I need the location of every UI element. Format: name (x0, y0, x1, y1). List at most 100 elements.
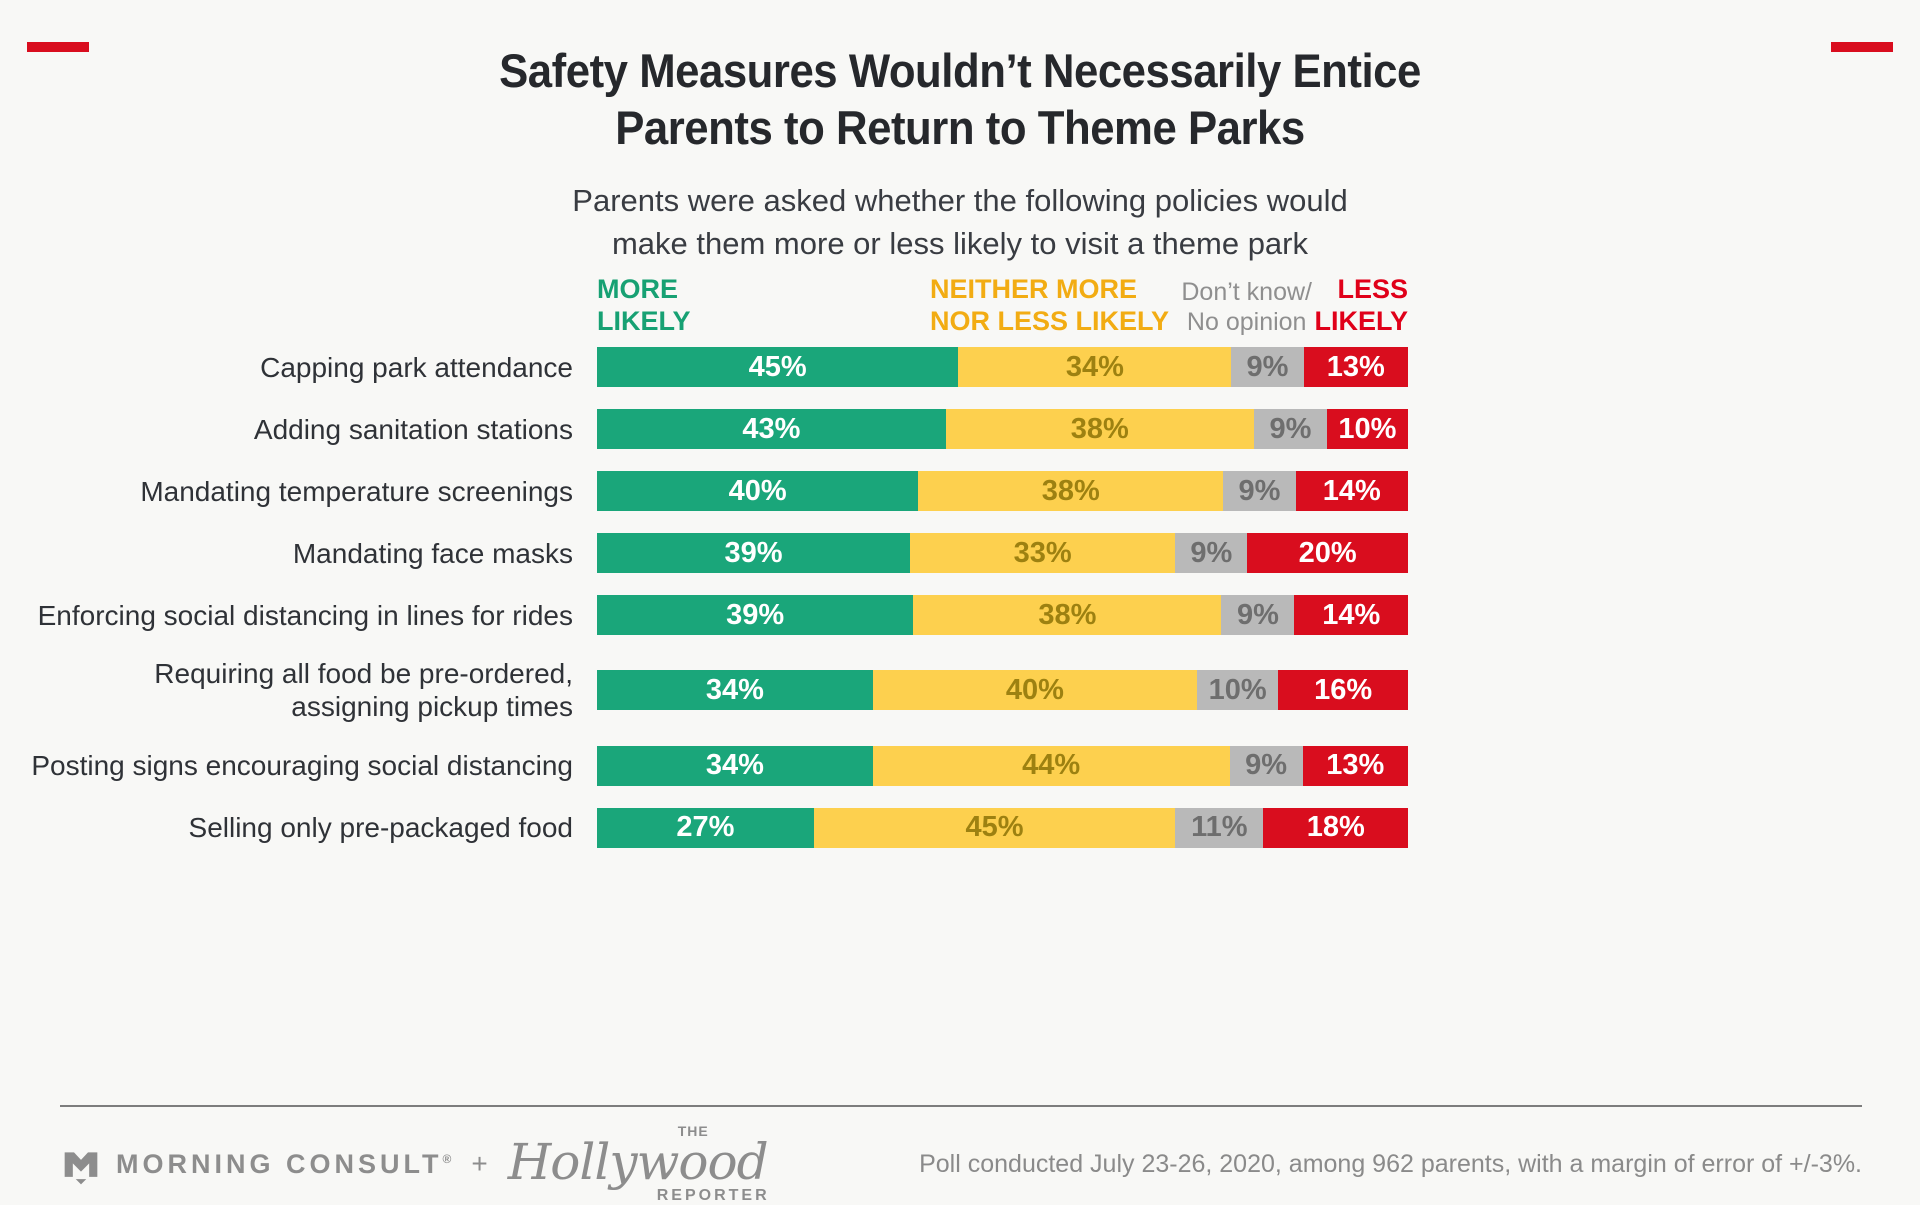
segment-dont-know: 11% (1175, 807, 1264, 848)
segment-more-likely: 34% (597, 670, 873, 711)
stacked-bar: 45% 34% 9% 13% (597, 347, 1409, 388)
segment-neither: 33% (910, 533, 1176, 574)
subtitle-line-1: Parents were asked whether the following… (572, 182, 1348, 218)
footer-inner: MORNING CONSULT® + THE Hollywood REPORTE… (60, 1123, 1862, 1205)
segment-less-likely: 14% (1295, 471, 1408, 512)
segment-neither: 40% (872, 670, 1198, 711)
segment-less-likely: 18% (1263, 807, 1408, 848)
legend-less-likely: LESS LIKELY (1314, 274, 1408, 338)
segment-more-likely: 34% (597, 745, 873, 786)
segment-more-likely: 39% (597, 533, 911, 574)
legend-spacer (0, 269, 597, 347)
bar-row: Mandating face masks 39% 33% 9% 20% (0, 533, 1920, 574)
morning-consult-m-icon (64, 1152, 98, 1185)
bar-row: Requiring all food be pre-ordered, assign… (0, 657, 1920, 723)
stacked-bar: 34% 40% 10% 16% (597, 670, 1408, 711)
header: Safety Measures Wouldn’t Necessarily Ent… (0, 42, 1920, 265)
row-label-line: Mandating temperature screenings (140, 475, 573, 507)
segment-neither: 38% (918, 471, 1224, 512)
bar-row: Selling only pre-packaged food 27% 45% 11% 1… (0, 807, 1920, 848)
stacked-bar: 34% 44% 9% 13% (597, 745, 1408, 786)
chart-legend: MORE LIKELY NEITHER MORE NOR LESS LIKELY… (0, 269, 1920, 347)
thr-reporter-text: REPORTER (656, 1187, 770, 1204)
segment-dont-know: 9% (1175, 533, 1248, 574)
segment-less-likely: 20% (1247, 533, 1408, 574)
row-label: Requiring all food be pre-ordered, assign… (0, 657, 597, 723)
segment-more-likely: 39% (597, 595, 914, 636)
legend-less-line2: LIKELY (1314, 305, 1408, 336)
footer: MORNING CONSULT® + THE Hollywood REPORTE… (60, 1105, 1862, 1205)
title-line-2: Parents to Return to Theme Parks (615, 101, 1305, 155)
stacked-bar: 39% 33% 9% 20% (597, 533, 1408, 574)
row-label: Mandating face masks (0, 537, 597, 570)
legend-less-line1: LESS (1337, 273, 1408, 304)
bar-row: Mandating temperature screenings 40% 38% 9%… (0, 471, 1920, 512)
row-label: Mandating temperature screenings (0, 475, 597, 508)
segment-dont-know: 9% (1221, 595, 1295, 636)
segment-dont-know: 10% (1197, 670, 1279, 711)
top-left-red-mark (27, 42, 89, 52)
bar-rows: Capping park attendance 45% 34% 9% 13% Adding… (0, 347, 1920, 848)
legend-neither-likely: NEITHER MORE NOR LESS LIKELY (930, 274, 1169, 338)
row-label: Capping park attendance (0, 351, 597, 384)
morning-consult-wordmark: MORNING CONSULT® (116, 1149, 451, 1180)
legend-more-likely: MORE LIKELY (597, 274, 691, 338)
legend-dk-line2: No opinion (1186, 307, 1307, 336)
segment-neither: 38% (945, 409, 1254, 450)
row-label-line: Enforcing social distancing in lines for… (37, 599, 573, 631)
stacked-bar-chart: MORE LIKELY NEITHER MORE NOR LESS LIKELY… (0, 269, 1920, 848)
row-label: Posting signs encouraging social distanc… (0, 749, 597, 782)
row-label-line: assigning pickup times (291, 691, 573, 723)
legend-area: MORE LIKELY NEITHER MORE NOR LESS LIKELY… (597, 269, 1408, 347)
row-label-line: Mandating face masks (292, 537, 573, 569)
stacked-bar: 43% 38% 9% 10% (597, 409, 1408, 450)
segment-dont-know: 9% (1231, 347, 1304, 388)
row-label-line: Posting signs encouraging social distanc… (31, 749, 573, 781)
segment-less-likely: 13% (1302, 745, 1408, 786)
row-label: Adding sanitation stations (0, 413, 597, 446)
thr-hollywood-text: Hollywood (507, 1133, 769, 1191)
segment-neither: 44% (872, 745, 1230, 786)
subtitle-line-2: make them more or less likely to visit a… (611, 226, 1309, 262)
legend-neither-line1: NEITHER MORE (930, 273, 1138, 304)
page-subtitle: Parents were asked whether the following… (0, 179, 1920, 266)
segment-neither: 45% (813, 807, 1176, 848)
segment-neither: 34% (958, 347, 1232, 388)
stacked-bar: 40% 38% 9% 14% (597, 471, 1408, 512)
stacked-bar: 27% 45% 11% 18% (597, 807, 1408, 848)
segment-dont-know: 9% (1253, 409, 1327, 450)
poll-methodology-note: Poll conducted July 23-26, 2020, among 9… (919, 1149, 1862, 1178)
row-label-line: Adding sanitation stations (253, 413, 573, 445)
plus-separator: + (471, 1148, 488, 1179)
segment-more-likely: 27% (597, 807, 814, 848)
legend-dont-know: Don’t know/ No opinion (1181, 278, 1312, 337)
title-line-1: Safety Measures Wouldn’t Necessarily Ent… (499, 44, 1421, 97)
page-title: Safety Measures Wouldn’t Necessarily Ent… (67, 42, 1853, 157)
segment-neither: 38% (913, 595, 1222, 636)
bar-row: Capping park attendance 45% 34% 9% 13% (0, 347, 1920, 388)
bar-row: Enforcing social distancing in lines for… (0, 595, 1920, 636)
legend-more-line2: LIKELY (597, 305, 691, 336)
row-label-line: Requiring all food be pre-ordered, (154, 658, 573, 690)
segment-less-likely: 13% (1303, 347, 1409, 388)
segment-more-likely: 45% (597, 347, 959, 388)
thr-the-text: THE (677, 1123, 709, 1139)
brand-logos: MORNING CONSULT® + THE Hollywood REPORTE… (60, 1123, 778, 1205)
morning-consult-logo: MORNING CONSULT® (60, 1143, 451, 1185)
legend-dk-line1: Don’t know/ (1181, 278, 1312, 307)
registered-mark: ® (442, 1151, 452, 1166)
stacked-bar: 39% 38% 9% 14% (597, 595, 1409, 636)
legend-more-line1: MORE (597, 273, 678, 304)
segment-dont-know: 9% (1223, 471, 1296, 512)
segment-dont-know: 9% (1229, 745, 1303, 786)
segment-more-likely: 43% (597, 409, 946, 450)
segment-less-likely: 10% (1326, 409, 1408, 450)
segment-less-likely: 14% (1294, 595, 1409, 636)
bar-row: Adding sanitation stations 43% 38% 9% 10% (0, 409, 1920, 450)
row-label: Enforcing social distancing in lines for… (0, 599, 597, 632)
row-label: Selling only pre-packaged food (0, 811, 597, 844)
bar-row: Posting signs encouraging social distanc… (0, 745, 1920, 786)
segment-less-likely: 16% (1278, 670, 1408, 711)
segment-more-likely: 40% (597, 471, 919, 512)
morning-consult-text: MORNING CONSULT (116, 1148, 443, 1179)
